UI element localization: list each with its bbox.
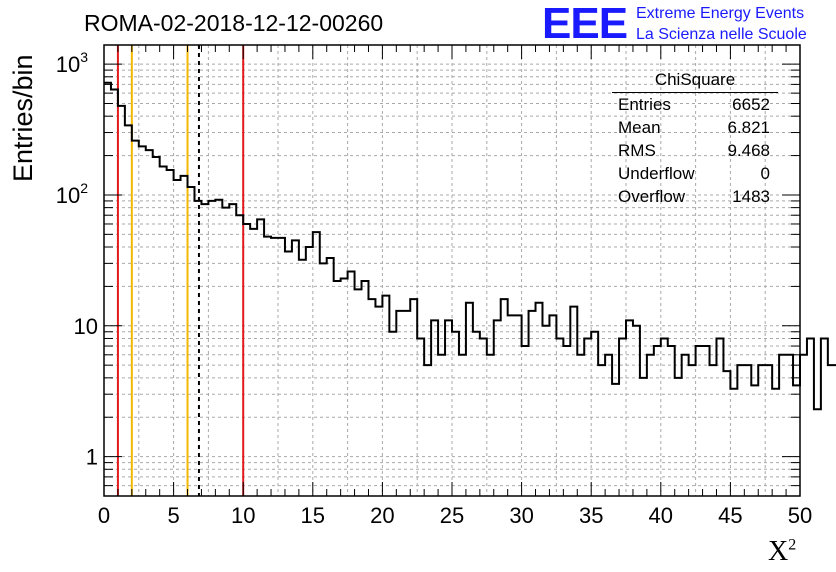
x-tick-label: 15: [301, 503, 325, 528]
eee-logo: EEE: [542, 0, 628, 48]
x-tick-label: 30: [509, 503, 533, 528]
stats-label: Mean: [618, 118, 661, 137]
x-tick-label: 25: [440, 503, 464, 528]
stats-value: 1483: [732, 187, 770, 206]
y-tick-label: 1: [86, 445, 98, 470]
stats-row-entries: Entries 6652: [612, 93, 778, 116]
x-axis-label-base: X: [768, 536, 789, 567]
x-tick-label: 10: [231, 503, 255, 528]
x-tick-label: 0: [98, 503, 110, 528]
stats-label: RMS: [618, 141, 656, 160]
stats-row-mean: Mean 6.821: [612, 116, 778, 139]
logo-line-2: La Scienza nelle Scuole: [636, 26, 807, 43]
stats-label: Entries: [618, 95, 671, 114]
stats-value: 0: [760, 164, 770, 183]
stats-value: 9.468: [727, 141, 770, 160]
stats-value: 6.821: [727, 118, 770, 137]
x-axis-label: X2: [768, 536, 796, 568]
x-tick-label: 5: [167, 503, 179, 528]
stats-label: Overflow: [618, 187, 686, 206]
x-tick-label: 20: [370, 503, 394, 528]
stats-row-overflow: Overflow 1483: [612, 185, 778, 208]
stats-row-underflow: Underflow 0: [612, 162, 778, 185]
y-tick-label: 10: [74, 314, 98, 339]
x-tick-label: 45: [718, 503, 742, 528]
stats-row-rms: RMS 9.468: [612, 139, 778, 162]
logo-caption: Extreme Energy Events La Scienza nelle S…: [636, 3, 807, 45]
histogram-line: [104, 81, 836, 411]
y-axis-label: Entries/bin: [8, 54, 38, 182]
y-tick-label: 102: [56, 180, 88, 208]
y-tick-label: 103: [56, 49, 88, 77]
x-tick-label: 40: [649, 503, 673, 528]
stats-value: 6652: [732, 95, 770, 114]
logo-line-1: Extreme Energy Events: [636, 5, 805, 22]
x-axis-label-exponent: 2: [788, 536, 797, 554]
stats-label: Underflow: [618, 164, 695, 183]
x-tick-label: 35: [579, 503, 603, 528]
stats-title: ChiSquare: [612, 70, 778, 93]
stats-box: ChiSquare Entries 6652 Mean 6.821 RMS 9.468…: [612, 70, 778, 208]
plot-title: ROMA-02-2018-12-12-00260: [84, 10, 384, 36]
x-tick-label: 50: [788, 503, 812, 528]
